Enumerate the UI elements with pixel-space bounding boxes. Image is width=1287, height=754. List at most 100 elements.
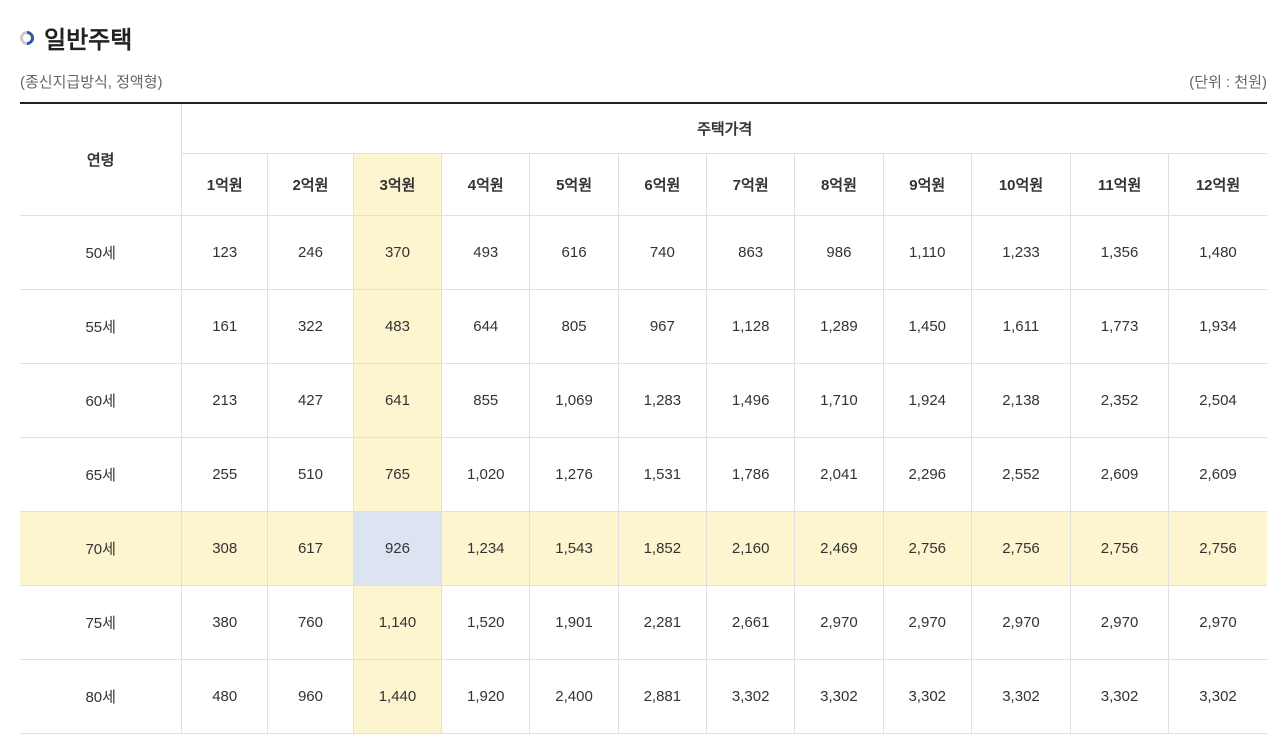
data-cell: 1,924 (883, 364, 971, 438)
data-cell: 1,440 (353, 660, 441, 734)
data-cell: 308 (182, 512, 268, 586)
column-header: 2억원 (268, 154, 354, 216)
data-cell: 510 (268, 438, 354, 512)
data-cell: 2,756 (883, 512, 971, 586)
data-cell: 1,920 (442, 660, 530, 734)
data-cell: 246 (268, 216, 354, 290)
header-row-1: 연령 주택가격 (20, 103, 1267, 154)
table-row: 60세2134276418551,0691,2831,4961,7101,924… (20, 364, 1267, 438)
data-cell: 765 (353, 438, 441, 512)
table-head: 연령 주택가격 1억원2억원3억원4억원5억원6억원7억원8억원9억원10억원1… (20, 103, 1267, 216)
data-cell: 960 (268, 660, 354, 734)
data-cell: 2,352 (1071, 364, 1169, 438)
data-cell: 2,970 (971, 586, 1070, 660)
data-cell: 1,283 (618, 364, 706, 438)
data-cell: 1,934 (1168, 290, 1267, 364)
table-row: 75세3807601,1401,5201,9012,2812,6612,9702… (20, 586, 1267, 660)
row-label: 65세 (20, 438, 182, 512)
data-cell: 380 (182, 586, 268, 660)
column-header: 1억원 (182, 154, 268, 216)
data-cell: 3,302 (707, 660, 795, 734)
data-cell: 617 (268, 512, 354, 586)
data-cell: 161 (182, 290, 268, 364)
data-cell: 805 (530, 290, 618, 364)
subtitle: (종신지급방식, 정액형) (20, 71, 163, 92)
data-cell: 1,356 (1071, 216, 1169, 290)
data-cell: 2,469 (795, 512, 883, 586)
data-cell: 760 (268, 586, 354, 660)
data-cell: 3,302 (883, 660, 971, 734)
table-row: 70세3086179261,2341,5431,8522,1602,4692,7… (20, 512, 1267, 586)
data-cell: 641 (353, 364, 441, 438)
page-title: 일반주택 (44, 20, 132, 55)
column-header: 10억원 (971, 154, 1070, 216)
data-cell: 2,504 (1168, 364, 1267, 438)
column-header: 8억원 (795, 154, 883, 216)
data-cell: 1,020 (442, 438, 530, 512)
column-header: 11억원 (1071, 154, 1169, 216)
data-cell: 863 (707, 216, 795, 290)
col-group-label: 주택가격 (182, 103, 1267, 154)
data-cell: 2,400 (530, 660, 618, 734)
data-cell: 370 (353, 216, 441, 290)
data-cell: 213 (182, 364, 268, 438)
data-cell: 1,496 (707, 364, 795, 438)
data-cell: 2,881 (618, 660, 706, 734)
table-row: 50세1232463704936167408639861,1101,2331,3… (20, 216, 1267, 290)
data-cell: 2,756 (1071, 512, 1169, 586)
data-cell: 1,069 (530, 364, 618, 438)
data-cell: 1,520 (442, 586, 530, 660)
data-cell: 644 (442, 290, 530, 364)
data-cell: 427 (268, 364, 354, 438)
data-cell: 1,110 (883, 216, 971, 290)
header-row-2: 1억원2억원3억원4억원5억원6억원7억원8억원9억원10억원11억원12억원 (20, 154, 1267, 216)
data-cell: 483 (353, 290, 441, 364)
table-row: 55세1613224836448059671,1281,2891,4501,61… (20, 290, 1267, 364)
data-cell: 2,756 (1168, 512, 1267, 586)
data-cell: 1,611 (971, 290, 1070, 364)
data-cell: 740 (618, 216, 706, 290)
data-cell: 2,970 (1071, 586, 1169, 660)
data-cell: 2,756 (971, 512, 1070, 586)
data-cell: 3,302 (1071, 660, 1169, 734)
data-cell: 2,970 (1168, 586, 1267, 660)
data-cell: 1,234 (442, 512, 530, 586)
data-cell: 3,302 (795, 660, 883, 734)
data-cell: 123 (182, 216, 268, 290)
data-cell: 255 (182, 438, 268, 512)
data-cell: 493 (442, 216, 530, 290)
row-header-label: 연령 (20, 103, 182, 216)
data-cell: 2,609 (1071, 438, 1169, 512)
bullet-icon (17, 28, 37, 48)
data-cell: 2,552 (971, 438, 1070, 512)
data-cell: 1,531 (618, 438, 706, 512)
column-header: 3억원 (353, 154, 441, 216)
data-cell: 1,276 (530, 438, 618, 512)
data-cell: 1,128 (707, 290, 795, 364)
sub-header-row: (종신지급방식, 정액형) (단위 : 천원) (20, 71, 1267, 92)
data-cell: 967 (618, 290, 706, 364)
row-label: 80세 (20, 660, 182, 734)
data-cell: 2,138 (971, 364, 1070, 438)
data-cell: 1,233 (971, 216, 1070, 290)
data-cell: 3,302 (971, 660, 1070, 734)
data-cell: 1,140 (353, 586, 441, 660)
column-header: 12억원 (1168, 154, 1267, 216)
data-cell: 926 (353, 512, 441, 586)
data-cell: 322 (268, 290, 354, 364)
data-cell: 2,970 (795, 586, 883, 660)
data-cell: 1,289 (795, 290, 883, 364)
data-cell: 2,281 (618, 586, 706, 660)
unit-label: (단위 : 천원) (1189, 71, 1267, 92)
data-cell: 2,661 (707, 586, 795, 660)
table-row: 65세2555107651,0201,2761,5311,7862,0412,2… (20, 438, 1267, 512)
table-body: 50세1232463704936167408639861,1101,2331,3… (20, 216, 1267, 734)
row-label: 50세 (20, 216, 182, 290)
page-header: 일반주택 (20, 20, 1267, 55)
data-cell: 986 (795, 216, 883, 290)
data-cell: 2,609 (1168, 438, 1267, 512)
data-cell: 2,970 (883, 586, 971, 660)
row-label: 55세 (20, 290, 182, 364)
data-cell: 2,160 (707, 512, 795, 586)
data-cell: 1,450 (883, 290, 971, 364)
